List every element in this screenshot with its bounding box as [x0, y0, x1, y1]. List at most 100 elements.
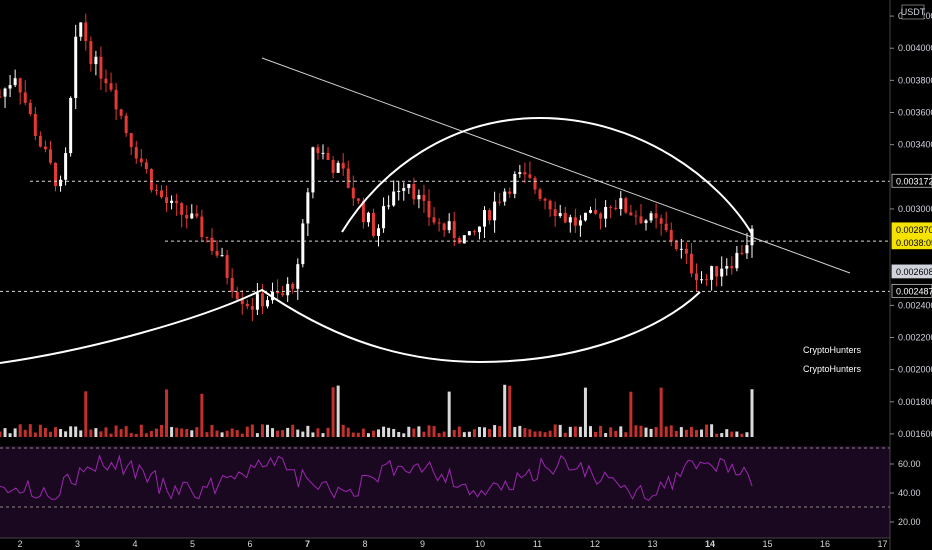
volume-bar	[604, 433, 608, 437]
volume-bar	[402, 433, 406, 437]
price-tick-label: 0.002000	[898, 365, 932, 375]
cup-arc-lower	[0, 288, 701, 364]
time-tick-label: 9	[420, 539, 425, 549]
volume-bar	[629, 391, 633, 437]
volume-bar	[397, 431, 401, 437]
volume-bar	[467, 431, 471, 437]
currency-badge[interactable]	[901, 4, 925, 20]
volume-bar	[43, 427, 47, 437]
candle-body	[518, 172, 522, 175]
volume-bar	[432, 426, 436, 437]
volume-bar	[654, 427, 658, 437]
volume-bar	[422, 431, 426, 437]
volume-bar	[619, 426, 623, 437]
candle-body	[33, 113, 37, 136]
candle-body	[563, 213, 567, 223]
volume-bar	[18, 424, 22, 437]
volume-bar	[442, 431, 446, 437]
volume-bar	[175, 427, 179, 437]
candle-body	[149, 169, 153, 191]
time-tick-label: 13	[647, 539, 657, 549]
candle-body	[654, 213, 658, 219]
volume-bar	[89, 429, 93, 437]
candle-body	[674, 241, 678, 250]
volume-bar	[730, 431, 734, 437]
volume-bar	[710, 424, 714, 437]
candle-body	[210, 237, 214, 251]
candle-body	[422, 194, 426, 201]
volume-bar	[250, 424, 254, 437]
candle-body	[361, 200, 365, 223]
volume-bar	[377, 429, 381, 437]
volume-bar	[674, 431, 678, 437]
candle-body	[720, 268, 724, 277]
candle-body	[452, 221, 456, 238]
volume-bar	[689, 426, 693, 437]
time-tick-label: 5	[190, 539, 195, 549]
volume-bar	[74, 426, 78, 437]
candle-body	[477, 226, 481, 233]
candle-body	[694, 273, 698, 281]
volume-bar	[69, 426, 73, 437]
candle-body	[700, 279, 704, 281]
volume-bar	[483, 427, 487, 437]
volume-bar	[134, 433, 138, 437]
candle-body	[634, 215, 638, 217]
candle-body	[170, 200, 174, 204]
candle-body	[488, 210, 492, 221]
volume-bar	[119, 429, 123, 437]
candle-body	[377, 228, 381, 236]
volume-bar	[513, 426, 517, 437]
candle-body	[578, 220, 582, 226]
volume-bar	[462, 432, 466, 437]
volume-bar	[694, 429, 698, 437]
volume-bar	[498, 426, 502, 437]
candle-body	[43, 146, 47, 150]
volume-bar	[523, 428, 527, 437]
candle-body	[417, 194, 421, 200]
candle-body	[59, 179, 63, 187]
volume-bar	[286, 427, 290, 437]
candle-body	[28, 102, 32, 114]
volume-bar	[260, 424, 264, 437]
volume-bar	[740, 433, 744, 437]
price-tick-label: 0.002200	[898, 333, 932, 343]
candle-body	[94, 56, 98, 65]
volume-bar	[271, 428, 275, 437]
candle-body	[306, 192, 310, 224]
volume-bar	[0, 431, 2, 437]
volume-bar	[124, 426, 128, 437]
volume-bar	[276, 430, 280, 437]
volume-bar	[503, 384, 507, 437]
volume-bar	[99, 431, 103, 437]
volume-bar	[588, 426, 592, 437]
candle-body	[493, 201, 497, 221]
volume-bar	[634, 425, 638, 437]
candle-body	[624, 198, 628, 213]
volume-bar	[114, 425, 118, 437]
volume-bar	[578, 426, 582, 437]
volume-bar	[735, 431, 739, 437]
candle-body	[54, 162, 58, 187]
candle-body	[462, 235, 466, 244]
candle-body	[427, 200, 431, 218]
price-badge-label: 0.002608	[896, 267, 932, 277]
volume-bar	[306, 425, 310, 437]
volume-bar	[265, 424, 269, 437]
volume-bar	[154, 428, 158, 437]
candle-body	[639, 216, 643, 224]
price-badge-label: 0.002487	[896, 286, 932, 296]
candle-body	[0, 96, 2, 98]
candle-body	[291, 283, 295, 289]
volume-bar	[59, 429, 63, 437]
candle-body	[528, 174, 532, 178]
candle-body	[230, 277, 234, 292]
time-tick-label: 2	[17, 539, 22, 549]
rsi-tick-label: 60.00	[898, 459, 921, 469]
candle-body	[311, 147, 315, 193]
candle-body	[185, 214, 189, 219]
volume-bar	[240, 433, 244, 437]
candle-body	[513, 174, 517, 194]
volume-bar	[684, 429, 688, 437]
